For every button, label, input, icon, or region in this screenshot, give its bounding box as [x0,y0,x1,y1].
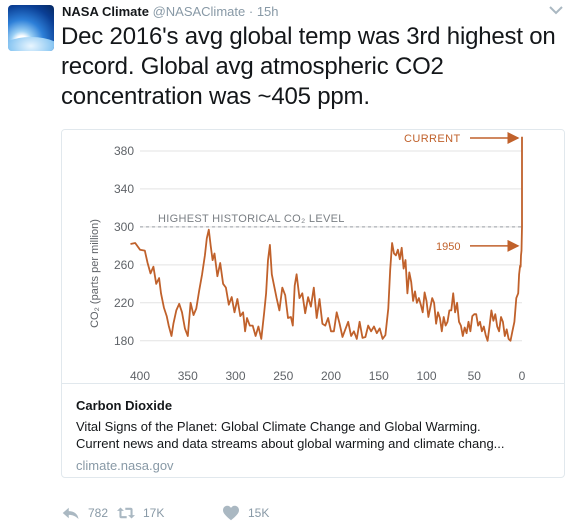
heart-icon [223,505,239,521]
tweet-header: NASA Climate @NASAClimate · 15h [62,4,279,20]
link-card[interactable]: 180 220 260 300 340 380 400 350 300 250 200 150 100… [61,129,565,478]
x-tick-label: 300 [225,369,245,383]
card-info[interactable]: Carbon Dioxide Vital Signs of the Planet… [62,383,564,477]
like-button[interactable]: 15K [222,504,269,522]
co2-chart: 180 220 260 300 340 380 400 350 300 250 200 150 100… [62,130,564,383]
retweet-count: 17K [143,506,165,520]
x-tick-label: 250 [273,369,293,383]
retweet-icon [117,507,135,519]
reply-button[interactable]: 782 [62,504,108,522]
card-title: Carbon Dioxide [76,398,173,413]
y-tick-label: 260 [114,258,134,272]
retweet-button[interactable]: 17K [117,504,164,522]
card-description-line-2: Current news and data streams about glob… [76,436,505,451]
card-description-line-1: Vital Signs of the Planet: Global Climat… [76,419,481,434]
separator-dot: · [248,4,254,19]
y-tick-label: 220 [114,296,134,310]
x-tick-label: 100 [416,369,436,383]
x-tick-label: 150 [369,369,389,383]
y-tick-label: 300 [114,220,134,234]
author-name[interactable]: NASA Climate [62,4,149,19]
x-tick-label: 50 [468,369,482,383]
co2-series-line [130,136,523,342]
x-tick-label: 200 [321,369,341,383]
y-tick-label: 340 [114,182,134,196]
chevron-down-icon[interactable] [549,2,563,18]
y-tick-label: 180 [114,334,134,348]
avatar[interactable] [8,5,54,51]
card-description: Vital Signs of the Planet: Global Climat… [76,418,554,452]
like-count: 15K [248,506,270,520]
reply-count: 782 [88,506,109,520]
current-label: CURRENT [404,133,461,145]
tweet-text: Dec 2016's avg global temp was 3rd highe… [61,23,556,110]
card-domain: climate.nasa.gov [76,458,174,473]
tweet-timestamp[interactable]: 15h [256,4,279,19]
author-handle[interactable]: @NASAClimate [152,4,246,19]
reply-icon [62,507,79,519]
x-tick-label: 350 [178,369,198,383]
x-tick-label: 0 [519,369,526,383]
x-tick-label: 400 [130,369,150,383]
y-tick-label: 380 [114,144,134,158]
co2-chart-svg: 180 220 260 300 340 380 400 350 300 250 200 150 100… [89,132,526,383]
historical-level-label: HIGHEST HISTORICAL CO₂ LEVEL [158,213,345,225]
label-1950: 1950 [436,241,460,253]
y-axis-label: CO₂ (parts per million) [89,219,101,328]
